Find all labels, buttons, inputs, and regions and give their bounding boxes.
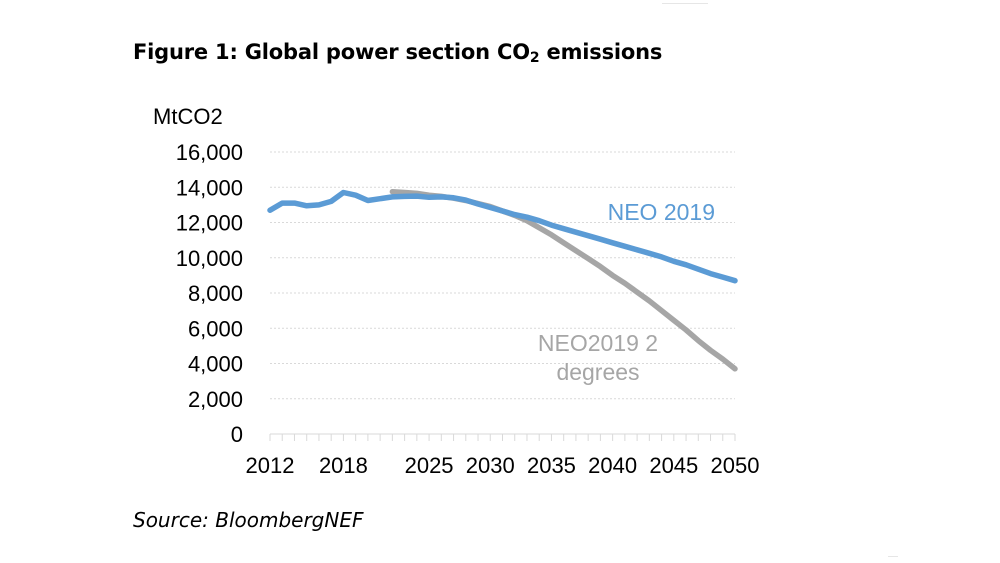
neo2019-2-degrees-label-line-2: degrees: [556, 359, 639, 385]
series-lines: [267, 188, 738, 372]
x-tick-label-2040: 2040: [588, 453, 637, 478]
y-tick-label-12000: 12,000: [176, 211, 243, 236]
y-tick-label-14000: 14,000: [176, 175, 243, 200]
figure-title-suffix: emissions: [539, 40, 663, 64]
x-tick-label-2025: 2025: [405, 453, 454, 478]
x-tick-label-2018: 2018: [319, 453, 368, 478]
gridlines: [270, 151, 735, 400]
neo-2019-line: [267, 189, 738, 284]
neo-2019-label: NEO 2019: [608, 199, 715, 225]
labels: NEO 2019 NEO2019 2 degrees: [538, 199, 715, 385]
x-tick-label-2030: 2030: [466, 453, 515, 478]
y-tick-label-6000: 6,000: [188, 316, 243, 341]
figure-title-subscript: 2: [529, 50, 540, 66]
y-axis-unit: MtCO2: [153, 104, 223, 129]
bottom-decoration-line: [888, 556, 898, 557]
y-tick-label-4000: 4,000: [188, 352, 243, 377]
axes: 0 2,000 4,000 6,000 8,000 10,000 12,000 14,000 1…: [153, 104, 759, 478]
y-tick-label-2000: 2,000: [188, 387, 243, 412]
source-note: Source: BloombergNEF: [133, 508, 364, 532]
x-tick-label-2050: 2050: [711, 453, 760, 478]
y-tick-label-10000: 10,000: [176, 246, 243, 271]
x-tick-label-2035: 2035: [527, 453, 576, 478]
y-tick-label-8000: 8,000: [188, 281, 243, 306]
neo2019-2-degrees-label-line-1: NEO2019 2: [538, 330, 658, 356]
x-tick-label-2012: 2012: [246, 453, 295, 478]
figure-title-main: Figure 1: Global power section CO: [133, 40, 530, 64]
y-tick-label-0: 0: [231, 422, 243, 447]
y-tick-label-16000: 16,000: [176, 140, 243, 165]
top-decoration-line: [662, 3, 708, 4]
x-tick-label-2045: 2045: [649, 453, 698, 478]
figure-title: Figure 1: Global power section CO2 emiss…: [133, 40, 662, 66]
